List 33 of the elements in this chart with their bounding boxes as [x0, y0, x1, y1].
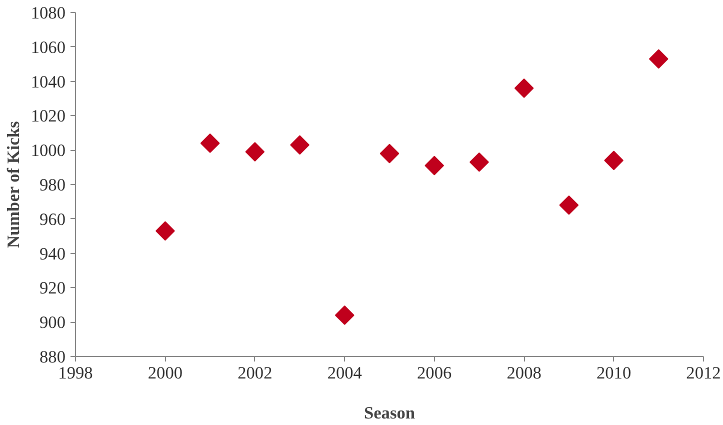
y-tick-label: 1040: [30, 72, 66, 92]
point: [424, 156, 444, 176]
x-tick-label: 2006: [417, 364, 452, 382]
y-tick-label: 880: [40, 348, 66, 366]
x-tick-label: 2000: [148, 364, 183, 382]
y-tick-label: 920: [40, 278, 66, 298]
y-tick-label: 1060: [30, 38, 66, 57]
y-tick-label: 900: [40, 313, 66, 332]
point: [470, 152, 489, 172]
point: [604, 150, 624, 170]
y-tick-label: 1080: [30, 4, 66, 22]
y-tick-label: 1000: [30, 141, 66, 160]
y-tick-label: 960: [40, 210, 66, 229]
point: [648, 49, 668, 69]
x-tick-label: 2002: [238, 364, 272, 382]
x-tick-label: 2008: [506, 364, 542, 382]
x-tick-label: 2012: [686, 364, 721, 382]
y-tick-label: 1020: [30, 106, 66, 126]
point: [200, 134, 220, 153]
y-tick-label: 940: [40, 244, 66, 264]
point: [290, 135, 310, 155]
point: [245, 142, 265, 162]
y-tick-label: 980: [40, 176, 66, 194]
x-tick-label: 2010: [596, 364, 632, 382]
point: [559, 195, 579, 215]
x-tick-label: 1998: [58, 364, 93, 382]
y-axis-title: Number of Kicks: [4, 121, 23, 248]
x-tick-label: 2004: [327, 364, 362, 382]
x-axis-title: Season: [364, 404, 416, 422]
point: [514, 78, 534, 98]
point: [334, 306, 354, 325]
point: [156, 221, 175, 241]
point: [380, 144, 400, 164]
